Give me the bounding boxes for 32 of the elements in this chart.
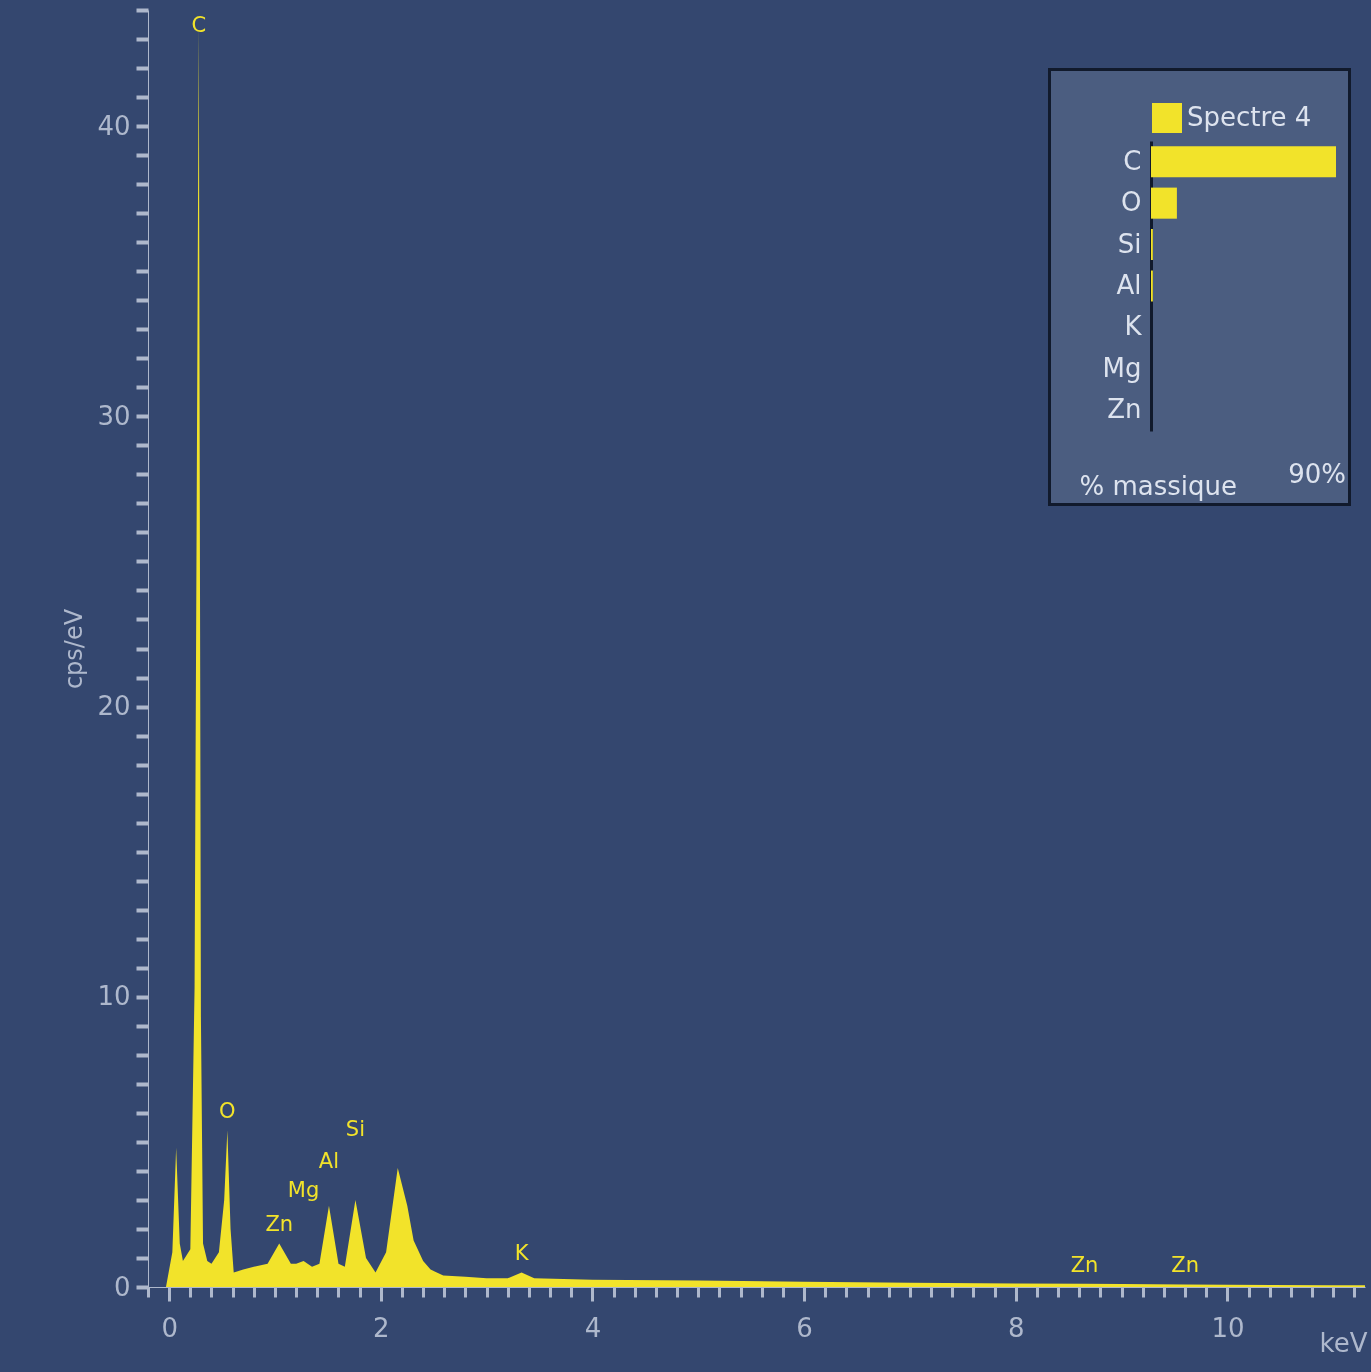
annotation: Mg: [287, 1177, 320, 1202]
y-tick-label: C: [1123, 145, 1142, 176]
annotation: K: [514, 1241, 530, 1266]
y-tick-label: 30: [97, 400, 131, 431]
x-axis-title: % massique: [1079, 470, 1238, 501]
annotation: O: [219, 1099, 236, 1124]
x-tick-label: 6: [796, 1312, 813, 1343]
annotation: C: [191, 13, 207, 37]
x-tick-label: 0: [161, 1312, 178, 1343]
y-axis-title: cps/eV: [60, 608, 89, 690]
x-tick-label: 4: [584, 1312, 602, 1343]
annotation: Zn: [1171, 1253, 1199, 1278]
y-tick-label: 0: [113, 1271, 131, 1302]
y-tick-label: K: [1124, 311, 1143, 342]
annotation: Zn: [265, 1212, 294, 1237]
x-tick-label: 2: [373, 1312, 390, 1343]
y-tick-label: Si: [1117, 228, 1142, 259]
annotation: 90%: [1288, 459, 1346, 489]
y-tick-label: 40: [97, 110, 131, 141]
y-tick-label: 10: [97, 981, 131, 1012]
annotation: Al: [318, 1148, 340, 1173]
y-tick-label: Zn: [1107, 394, 1142, 425]
x-tick-label: 10: [1211, 1312, 1245, 1343]
annotation: Zn: [1070, 1252, 1099, 1277]
x-axis-title: keV: [1319, 1327, 1368, 1358]
annotation: Si: [345, 1116, 366, 1141]
y-tick-label: 20: [97, 691, 131, 722]
y-tick-label: O: [1121, 187, 1142, 218]
legend-label: Spectre 4: [1187, 102, 1312, 132]
x-tick-label: 8: [1008, 1312, 1025, 1343]
y-tick-label: Al: [1116, 270, 1142, 300]
y-tick-label: Mg: [1102, 352, 1142, 383]
